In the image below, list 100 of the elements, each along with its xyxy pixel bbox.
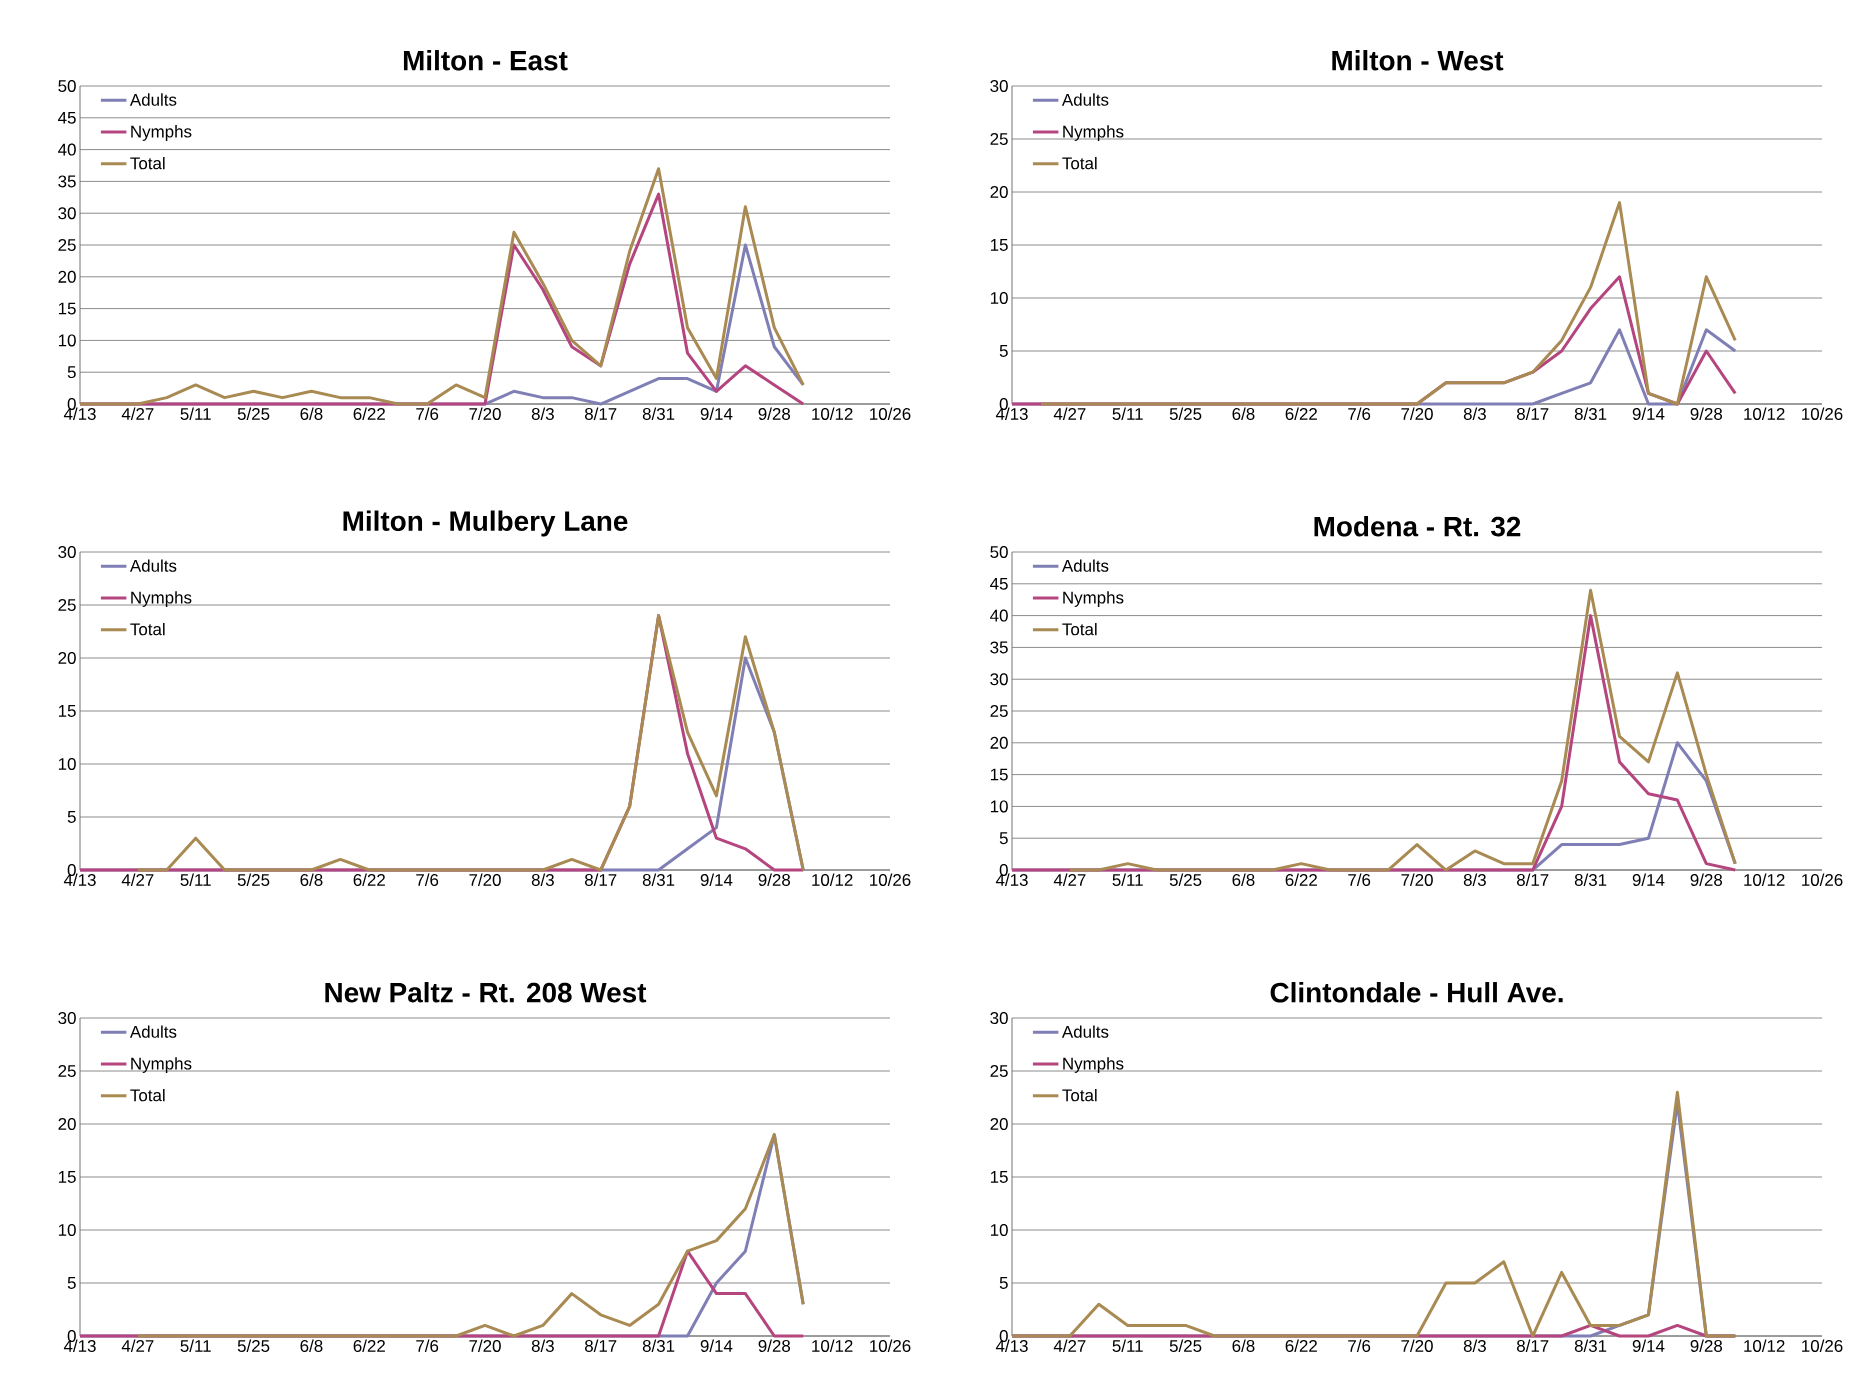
y-tick-label: 30 <box>990 673 1008 686</box>
legend-label: Adults <box>129 1025 177 1038</box>
x-tick-label: 8/31 <box>642 873 675 886</box>
y-tick-label: 5 <box>67 366 76 379</box>
x-tick-label: 4/27 <box>121 407 154 420</box>
y-tick-label: 10 <box>58 1224 76 1237</box>
x-tick-label: 7/20 <box>1401 873 1433 886</box>
y-tick-label: 5 <box>999 832 1008 845</box>
y-tick-label: 5 <box>999 345 1008 357</box>
x-tick-label: 8/31 <box>642 1339 675 1352</box>
legend-label: Adults <box>129 93 177 106</box>
x-tick-label: 10/26 <box>1802 1339 1843 1352</box>
x-tick-label: 8/17 <box>1516 407 1549 420</box>
x-tick-label: 9/14 <box>700 873 733 886</box>
x-tick-label: 7/20 <box>1401 1339 1433 1352</box>
x-tick-label: 6/8 <box>1232 873 1255 886</box>
chart-title: Milton - Mulbery Lane <box>343 510 628 537</box>
legend-label: Nymphs <box>1063 591 1124 607</box>
x-tick-label: 10/26 <box>870 873 911 886</box>
x-tick-label: 5/25 <box>237 873 270 886</box>
y-tick-label: 30 <box>990 1012 1008 1025</box>
x-tick-label: 8/31 <box>1574 407 1607 420</box>
chart-title: Milton - East <box>403 50 568 71</box>
x-tick-label: 4/27 <box>1053 1339 1086 1352</box>
y-tick-label: 20 <box>990 736 1008 749</box>
legend-label: Total <box>130 622 165 636</box>
x-tick-label: 8/3 <box>531 873 554 886</box>
y-tick-label: 10 <box>990 1224 1008 1237</box>
y-tick-label: 50 <box>58 80 76 92</box>
x-tick-label: 8/17 <box>584 407 617 420</box>
x-tick-label: 7/6 <box>416 873 439 886</box>
legend-label: Nymphs <box>1063 125 1124 141</box>
x-tick-label: 5/25 <box>1169 873 1202 886</box>
chart-title: Milton - West <box>1332 50 1504 71</box>
x-tick-label: 8/3 <box>1463 407 1486 420</box>
x-tick-label: 9/14 <box>1632 1339 1665 1352</box>
x-tick-label: 10/12 <box>812 407 853 420</box>
x-tick-label: 9/28 <box>1690 1339 1723 1352</box>
x-tick-label: 8/3 <box>531 407 554 420</box>
x-tick-label: 10/26 <box>870 407 911 420</box>
x-tick-label: 6/22 <box>353 1339 385 1352</box>
x-tick-label: 8/31 <box>1574 1339 1607 1352</box>
x-tick-label: 6/8 <box>300 873 323 886</box>
x-tick-label: 8/3 <box>1463 1339 1486 1352</box>
y-tick-label: 20 <box>58 1118 76 1131</box>
y-tick-label: 10 <box>990 292 1008 305</box>
x-tick-label: 8/3 <box>531 1339 554 1352</box>
x-tick-label: 5/11 <box>1112 407 1143 420</box>
x-tick-label: 9/28 <box>758 873 791 886</box>
x-tick-label: 8/17 <box>584 1339 617 1352</box>
x-tick-label: 6/8 <box>300 1339 323 1352</box>
x-tick-label: 7/6 <box>416 407 439 420</box>
x-tick-label: 7/20 <box>1401 407 1433 420</box>
y-tick-label: 5 <box>999 1277 1008 1289</box>
y-tick-label: 35 <box>58 175 76 188</box>
chart-title: Clintondale - Hull Ave. <box>1270 982 1563 1003</box>
y-tick-label: 25 <box>58 239 76 252</box>
x-tick-label: 9/14 <box>1632 873 1665 886</box>
x-tick-label: 5/11 <box>180 873 211 886</box>
y-tick-label: 20 <box>990 186 1008 199</box>
chart-title: Modena - Rt. 32 <box>1314 515 1521 537</box>
y-tick-label: 30 <box>58 1012 76 1025</box>
legend-label: Adults <box>1061 93 1109 106</box>
x-tick-label: 6/22 <box>353 873 385 886</box>
legend-label: Adults <box>1061 1025 1109 1038</box>
y-tick-label: 40 <box>990 609 1008 622</box>
y-tick-label: 25 <box>58 1065 76 1078</box>
legend-label: Total <box>130 156 165 170</box>
y-tick-label: 30 <box>990 80 1008 93</box>
x-tick-label: 8/17 <box>1516 873 1549 886</box>
x-tick-label: 7/20 <box>469 1339 501 1352</box>
x-tick-label: 8/31 <box>642 407 675 420</box>
x-tick-label: 6/22 <box>1285 1339 1317 1352</box>
y-tick-label: 45 <box>58 111 76 124</box>
x-tick-label: 7/6 <box>1348 873 1371 886</box>
x-tick-label: 7/20 <box>469 407 501 420</box>
y-tick-label: 30 <box>58 207 76 220</box>
x-tick-label: 5/25 <box>1169 407 1202 420</box>
x-tick-label: 10/12 <box>812 1339 853 1352</box>
y-tick-label: 15 <box>990 239 1008 251</box>
x-tick-label: 4/27 <box>121 873 154 886</box>
x-tick-label: 9/28 <box>758 407 791 420</box>
x-tick-label: 9/28 <box>1690 407 1723 420</box>
y-tick-label: 5 <box>67 1277 76 1289</box>
x-tick-label: 10/12 <box>1744 407 1785 420</box>
chart-title: New Paltz - Rt. 208 West <box>325 982 647 1003</box>
x-tick-label: 5/11 <box>180 1339 211 1352</box>
x-tick-label: 5/11 <box>1112 1339 1143 1352</box>
y-tick-label: 35 <box>990 641 1008 654</box>
x-tick-label: 6/22 <box>353 407 385 420</box>
x-tick-label: 5/25 <box>1169 1339 1202 1352</box>
x-tick-label: 8/17 <box>584 873 617 886</box>
x-tick-label: 8/17 <box>1516 1339 1549 1352</box>
x-tick-label: 7/6 <box>1348 407 1371 420</box>
legend-label: Nymphs <box>131 591 192 607</box>
y-tick-label: 10 <box>58 334 76 347</box>
y-tick-label: 15 <box>58 1171 76 1183</box>
x-tick-label: 10/26 <box>870 1339 911 1352</box>
y-tick-label: 10 <box>990 800 1008 813</box>
x-tick-label: 6/8 <box>300 407 323 420</box>
